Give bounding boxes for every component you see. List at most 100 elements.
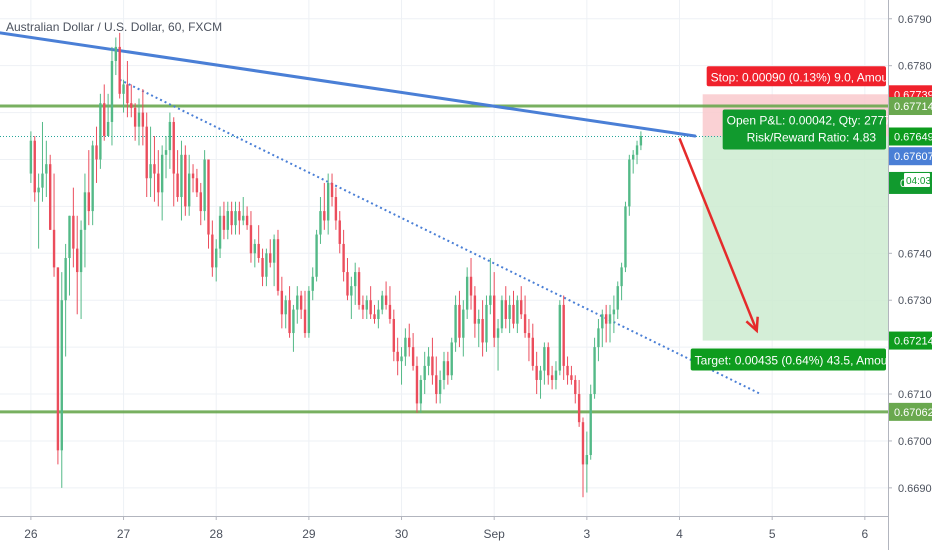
candle-body [400,356,403,362]
candle-body [558,304,562,371]
candle-body [481,318,484,343]
pnl-label-box[interactable] [722,109,886,150]
candle-body [415,365,419,404]
candle [230,201,233,235]
price-level-label: 0.67607 [894,151,932,163]
candle [187,154,191,216]
candle-body [110,60,114,122]
candle-body [29,140,33,174]
candle-body [408,337,411,348]
candle-body [87,192,90,212]
candle [326,173,330,235]
candle-body [303,309,307,334]
position-labels[interactable]: Stop: 0.00090 (0.13%) 9.0, Amount: 2 Open… [678,66,912,371]
target-label-box[interactable] [690,348,886,371]
candle [535,351,538,395]
candle [122,79,125,113]
candle [624,201,627,273]
candle-body [508,304,511,319]
candle [608,304,612,343]
candle-body [265,253,268,277]
forecast-arrowhead [745,316,759,334]
candle [408,323,411,357]
candle-body [195,178,199,193]
candle-body [311,276,314,291]
candle [176,150,179,202]
candle-body [153,164,156,174]
candle [504,286,507,329]
time-tick-label: 26 [24,527,38,541]
trendline-dotted[interactable] [119,78,762,395]
price-level-badge[interactable] [889,402,932,421]
candle [199,182,202,226]
candle-body [45,164,48,174]
price-level-badge[interactable] [889,331,932,350]
candle-body [68,215,71,258]
candle-body [249,225,253,254]
drawing-lines[interactable] [0,31,888,414]
candle [137,98,141,146]
candle [354,262,357,305]
candle [465,267,469,319]
time-axis[interactable]: 26 27 28 29 30 Sep 3 4 5 6 [0,516,888,550]
candle [570,365,573,385]
candle [543,342,546,385]
candle [172,117,175,207]
candle-body [99,103,102,160]
candles [29,32,643,498]
candle [48,154,52,230]
price-level-badge[interactable] [889,97,932,116]
candle-body [581,422,585,465]
candle [95,126,98,183]
candle [612,295,616,334]
candle-body [103,103,106,137]
target-zone [702,136,888,341]
candle [207,159,210,249]
candle [423,351,426,395]
candle [481,300,484,357]
candle-body [419,379,423,404]
price-level-badge[interactable] [889,147,932,166]
candle-body [130,103,133,108]
candle [438,370,442,404]
candle-body [392,318,396,352]
candle-body [164,150,168,155]
forecast-arrow[interactable] [678,137,758,332]
candle [238,201,241,235]
candle [253,239,257,268]
candle-body [118,46,121,94]
price-level-badge[interactable] [889,127,932,146]
candle-body [438,379,442,395]
candle-body [427,356,430,366]
candle [269,239,272,268]
candle [628,154,631,216]
candle [226,201,229,240]
candle-body [319,211,322,235]
candle [523,295,527,338]
candle [87,150,90,226]
candle [473,286,477,338]
candle [469,258,473,310]
candle-body [149,164,152,179]
candle-body [272,239,276,263]
candle-body [323,211,326,221]
candle [52,173,56,277]
candle [373,304,376,324]
candle [83,173,87,268]
candle [539,365,542,399]
candle [319,197,322,244]
candle [68,215,71,296]
candle-body [122,84,125,94]
candle-body [203,159,206,212]
stop-label-box[interactable] [706,66,886,87]
candle [133,103,137,141]
candle [168,112,172,169]
candle [299,290,303,319]
candle [261,248,264,287]
candle-body [334,197,338,221]
candle-body [477,318,480,324]
